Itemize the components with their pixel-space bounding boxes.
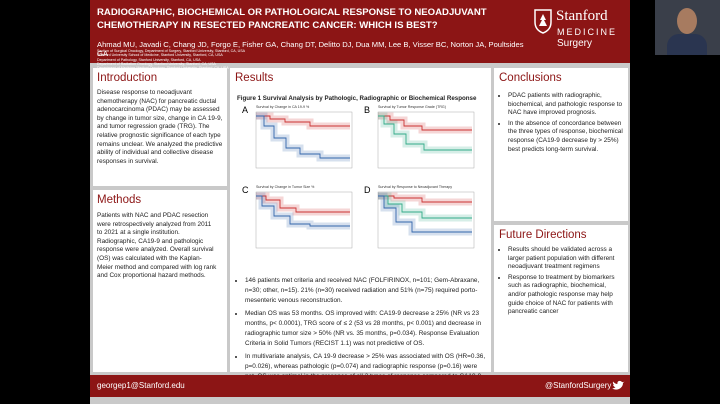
logo-name: Stanford (556, 8, 608, 24)
km-panel: A Survival by Change in CA 19-9 % (242, 105, 353, 169)
panel-letter: D (364, 185, 371, 195)
km-panel: C Survival by Change in Tumor Size % (242, 185, 353, 249)
authors: Ahmad MU, Javadi C, Chang JD, Forgo E, F… (97, 40, 524, 58)
plot-area (255, 191, 353, 249)
webcam-overlay (655, 0, 720, 55)
panel-title: Survival by Change in Tumor Size % (256, 185, 315, 189)
panel-title: Survival by Response to Neoadjuvant Ther… (378, 185, 452, 189)
survival-curve (378, 195, 472, 203)
bullet: PDAC patients with radiographic, biochem… (508, 92, 623, 118)
panel-letter: A (242, 105, 248, 115)
twitter-icon (612, 380, 625, 390)
future-panel (494, 225, 628, 372)
footer-email: georgep1@Stanford.edu (97, 381, 185, 390)
future-bullets: Results should be validated across a lar… (499, 246, 623, 319)
survival-curve (256, 115, 350, 159)
figure-title: Figure 1 Survival Analysis by Pathologic… (237, 95, 477, 102)
future-heading: Future Directions (499, 229, 587, 241)
bullet: Response to treatment by biomarkers such… (508, 274, 623, 317)
panel-letter: B (364, 105, 370, 115)
affiliation: Department of Pathology, Stanford Univer… (97, 57, 201, 62)
bullet: In the absence of concordance between th… (508, 120, 623, 154)
figure: A Survival by Change in CA 19-9 % B Surviva… (242, 105, 475, 249)
survival-curve (256, 195, 350, 227)
affiliation: Department of Radiation Oncology, Stanfo… (97, 61, 216, 66)
intro-heading: Introduction (97, 72, 158, 84)
affiliation: Stanford University School of Medicine, … (97, 53, 223, 58)
bullet: Results should be validated across a lar… (508, 246, 623, 272)
plot-area (377, 191, 475, 249)
affiliation: Section of Surgical Oncology, Department… (97, 49, 246, 53)
survival-curve (378, 195, 472, 233)
poster-title: RADIOGRAPHIC, BIOCHEMICAL OR PATHOLOGICA… (97, 7, 487, 31)
methods-text: Patients with NAC and PDAC resection wer… (97, 212, 217, 280)
footer-handle: @StanfordSurgery (545, 381, 612, 390)
panel-title: Survival by Change in CA 19-9 % (256, 105, 310, 109)
plot-area (255, 111, 353, 169)
methods-heading: Methods (97, 194, 142, 206)
survival-curve (256, 195, 350, 213)
survival-curve (378, 115, 472, 131)
km-panel: D Survival by Response to Neoadjuvant The… (364, 185, 475, 249)
logo-emblem (534, 9, 552, 34)
footer-band (90, 375, 630, 397)
bullet: 146 patients met criteria and received N… (245, 276, 488, 306)
logo-sub: MEDICINE (557, 27, 618, 37)
km-panel: B Survival by Tumor Response Grade (TRG) (364, 105, 475, 169)
intro-text: Disease response to neoadjuvant chemothe… (97, 89, 223, 165)
survival-curve (378, 195, 472, 219)
panel-letter: C (242, 185, 249, 195)
survival-curve (378, 115, 472, 151)
conclusions-bullets: PDAC patients with radiographic, biochem… (499, 92, 623, 156)
bullet: Median OS was 53 months. OS improved wit… (245, 309, 488, 349)
intro-panel (93, 68, 227, 186)
plot-area (377, 111, 475, 169)
survival-curve (256, 115, 350, 127)
conclusions-panel (494, 68, 628, 221)
conclusions-heading: Conclusions (499, 72, 562, 84)
logo-dept: Surgery (557, 38, 593, 49)
panel-title: Survival by Tumor Response Grade (TRG) (378, 105, 446, 109)
results-heading: Results (235, 72, 274, 84)
methods-panel (93, 190, 227, 372)
